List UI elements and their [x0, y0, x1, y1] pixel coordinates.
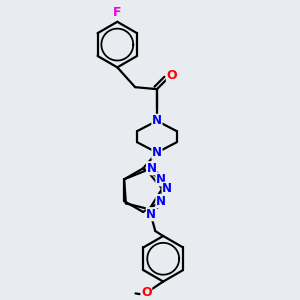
Text: N: N — [152, 146, 162, 159]
Text: N: N — [156, 173, 166, 186]
Text: N: N — [156, 195, 166, 208]
Text: N: N — [162, 182, 172, 195]
Text: N: N — [152, 114, 162, 127]
Text: O: O — [167, 69, 177, 82]
Text: N: N — [146, 208, 156, 221]
Text: N: N — [147, 162, 157, 175]
Text: F: F — [113, 6, 122, 20]
Text: O: O — [141, 286, 152, 299]
